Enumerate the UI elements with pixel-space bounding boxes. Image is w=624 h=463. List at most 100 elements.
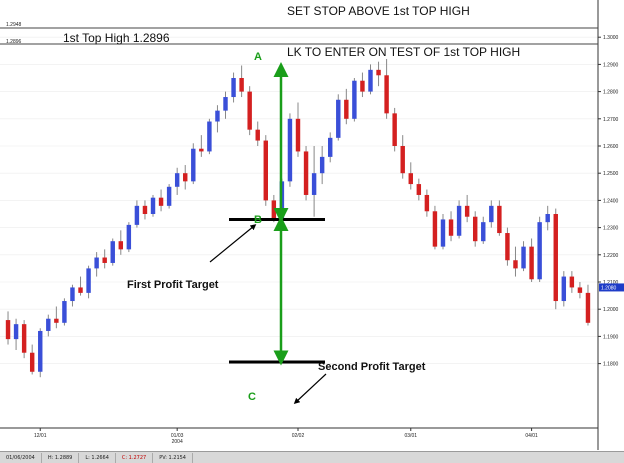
second-target-pointer xyxy=(293,373,327,405)
candle-down xyxy=(183,173,188,182)
candle-up xyxy=(336,99,341,138)
candle-down xyxy=(295,118,301,152)
candle-down xyxy=(271,200,277,220)
candle-up xyxy=(319,156,325,174)
candle-up xyxy=(166,186,172,206)
candle-up xyxy=(481,222,486,242)
top-high-price-label: 1.2896 xyxy=(6,39,22,45)
point-b-label: B xyxy=(254,214,262,226)
candle-down xyxy=(303,151,309,195)
candle-up xyxy=(207,121,212,152)
x-tick-label: 02/02 xyxy=(292,433,305,439)
candle-down xyxy=(142,205,148,214)
status-low: L: 1.2664 xyxy=(79,452,116,463)
y-axis: 1.3000 1.2900 1.2800 1.2700 1.2600 1.2500 1.24… xyxy=(598,35,619,368)
y-tick-label: 1.2100 xyxy=(603,280,619,286)
y-tick-label: 1.1900 xyxy=(603,334,619,340)
candle-up xyxy=(191,148,196,182)
candle-up xyxy=(70,287,75,302)
status-high: H: 1.2889 xyxy=(42,452,80,463)
y-tick-label: 1.2600 xyxy=(603,144,619,150)
candle-up xyxy=(94,257,99,269)
y-tick-label: 1.2900 xyxy=(603,62,619,68)
x-tick-label: 03/01 xyxy=(405,433,418,439)
candle-down xyxy=(344,99,349,119)
x-tick-label: 04/01 xyxy=(525,433,538,439)
candle-down xyxy=(585,292,591,323)
y-tick-label: 1.2700 xyxy=(603,117,619,123)
candle-down xyxy=(577,287,583,293)
second-target-label: Second Profit Target xyxy=(318,361,426,373)
candle-up xyxy=(38,330,43,372)
candle-up xyxy=(150,197,156,214)
y-tick-label: 1.2000 xyxy=(603,307,619,313)
last-price-marker xyxy=(599,283,624,292)
candle-down xyxy=(376,69,381,76)
y-tick-label: 1.2200 xyxy=(603,253,619,259)
candle-down xyxy=(505,233,510,261)
candle-down xyxy=(408,173,413,185)
x-tick-label: 01/03 xyxy=(171,433,184,439)
first-target-pointer xyxy=(209,224,257,263)
candle-up xyxy=(561,276,567,302)
candle-down xyxy=(21,324,27,353)
candle-up xyxy=(352,80,357,119)
candle-up xyxy=(287,118,293,182)
candle-down xyxy=(118,241,124,250)
candle-up xyxy=(86,268,91,293)
candle-up xyxy=(174,173,180,187)
candle-down xyxy=(464,205,470,217)
y-tick-label: 1.1800 xyxy=(603,362,619,368)
candle-up xyxy=(311,173,317,195)
candle-up xyxy=(368,69,373,92)
candle-down xyxy=(5,320,11,340)
candle-up xyxy=(110,241,115,263)
candle-up xyxy=(328,137,333,157)
candle-up xyxy=(126,224,132,250)
candle-down xyxy=(400,146,405,174)
candle-up xyxy=(46,318,51,331)
candle-down xyxy=(199,148,204,152)
status-bar: 01/06/2004 H: 1.2889 L: 1.2664 C: 1.2727… xyxy=(0,451,624,463)
status-pv: PV: 1.2154 xyxy=(153,452,193,463)
candle-down xyxy=(529,246,534,280)
candle-down xyxy=(247,91,252,130)
top-high-label: 1st Top High 1.2896 xyxy=(63,31,170,45)
y-tick-label: 1.2800 xyxy=(603,90,619,96)
candle-down xyxy=(263,140,268,201)
candle-down xyxy=(360,80,365,92)
candle-up xyxy=(134,205,140,225)
candle-down xyxy=(29,352,35,372)
candle-series xyxy=(5,58,591,378)
first-target-label: First Profit Target xyxy=(127,279,219,291)
x-tick-label: 12/01 xyxy=(34,433,47,439)
stop-instruction-text: SET STOP ABOVE 1st TOP HIGH xyxy=(287,4,470,18)
candle-down xyxy=(448,219,454,236)
y-tick-label: 1.2400 xyxy=(603,198,619,204)
status-close: C: 1.2727 xyxy=(116,452,154,463)
candle-down xyxy=(255,129,260,141)
candle-up xyxy=(456,205,462,236)
candle-up xyxy=(223,97,228,111)
candle-down xyxy=(392,113,397,146)
y-tick-label: 1.2500 xyxy=(603,171,619,177)
candle-up xyxy=(537,222,542,280)
stop-price-label: 1.2948 xyxy=(6,22,22,28)
candle-down xyxy=(384,75,389,114)
candle-down xyxy=(102,257,107,263)
candle-up xyxy=(215,110,220,122)
last-price-text: 1.2080 xyxy=(601,285,617,291)
gridlines xyxy=(0,36,598,364)
point-c-label: C xyxy=(248,391,256,403)
candle-down xyxy=(158,197,164,206)
status-date: 01/06/2004 xyxy=(0,452,42,463)
candle-down xyxy=(239,78,244,92)
candle-down xyxy=(553,214,558,302)
candle-up xyxy=(13,324,19,340)
x-tick-label: 2004 xyxy=(172,439,183,445)
candle-up xyxy=(489,205,494,223)
candle-down xyxy=(513,260,518,269)
candle-down xyxy=(424,194,430,212)
